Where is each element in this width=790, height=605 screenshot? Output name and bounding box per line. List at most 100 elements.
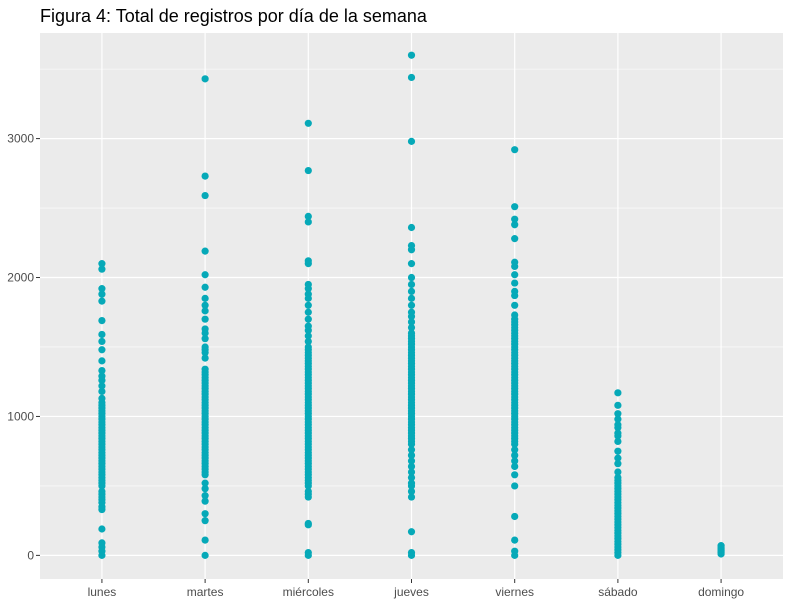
x-tick-label: jueves — [393, 585, 429, 599]
data-point — [201, 517, 209, 525]
data-point — [614, 473, 622, 482]
data-point — [511, 547, 519, 555]
data-point — [201, 485, 209, 493]
data-point — [614, 410, 622, 418]
data-point — [511, 446, 519, 454]
data-point — [98, 265, 106, 273]
data-point — [511, 462, 519, 471]
x-tick-label: martes — [187, 585, 224, 599]
data-point — [98, 525, 106, 533]
data-point — [407, 301, 416, 309]
data-point — [201, 271, 209, 279]
data-point — [614, 401, 622, 409]
data-point — [511, 512, 519, 521]
data-point — [407, 294, 416, 302]
data-point — [304, 212, 312, 220]
data-point — [201, 335, 209, 343]
data-point — [407, 446, 416, 454]
data-point — [511, 221, 519, 229]
data-point — [511, 301, 519, 309]
data-point — [98, 297, 106, 305]
data-point — [407, 287, 416, 296]
data-point — [614, 429, 622, 437]
data-point — [407, 273, 416, 282]
data-point — [304, 257, 312, 265]
data-point — [407, 241, 416, 250]
data-point — [614, 468, 622, 476]
x-tick-label: domingo — [698, 585, 744, 599]
data-point — [304, 308, 312, 316]
data-point — [407, 329, 416, 337]
data-point — [201, 343, 209, 351]
data-point — [201, 479, 209, 487]
data-point — [201, 301, 209, 309]
data-point — [407, 451, 416, 459]
data-point — [304, 332, 312, 340]
data-point — [201, 307, 209, 315]
data-point — [98, 346, 106, 354]
data-point — [407, 280, 416, 289]
data-point — [407, 549, 416, 557]
data-point — [407, 528, 416, 536]
data-point — [201, 354, 209, 362]
data-point — [304, 119, 312, 127]
data-point — [407, 473, 416, 482]
data-point — [407, 260, 416, 268]
data-point — [304, 315, 312, 323]
points-layer — [98, 51, 725, 559]
data-point — [304, 487, 312, 496]
data-point — [511, 215, 519, 223]
data-point — [511, 235, 519, 243]
data-point — [511, 146, 519, 154]
data-point — [98, 382, 106, 390]
data-point — [407, 223, 416, 232]
data-point — [304, 280, 312, 289]
data-point — [98, 367, 106, 375]
data-point — [98, 337, 106, 346]
data-point — [407, 457, 416, 465]
data-point — [511, 287, 519, 296]
y-tick-label: 1000 — [7, 409, 34, 423]
data-point — [304, 166, 312, 175]
data-point — [511, 271, 519, 279]
data-point — [304, 519, 312, 528]
data-point — [407, 73, 416, 82]
data-point — [407, 487, 416, 496]
data-point — [304, 290, 312, 298]
data-point — [304, 549, 312, 557]
data-point — [614, 421, 622, 429]
data-point — [511, 536, 519, 544]
data-point — [98, 394, 106, 402]
data-point — [511, 279, 519, 287]
data-point — [98, 387, 106, 396]
data-point — [511, 203, 519, 211]
data-point — [304, 343, 312, 351]
data-point — [304, 301, 312, 309]
data-point — [98, 260, 106, 268]
data-point — [407, 308, 416, 316]
data-point — [98, 357, 106, 365]
data-point — [98, 285, 106, 293]
data-point — [201, 551, 209, 559]
data-point — [511, 311, 519, 319]
data-point — [511, 482, 519, 490]
data-point — [304, 322, 312, 330]
data-point — [614, 460, 622, 468]
data-point — [98, 330, 106, 339]
data-point — [201, 172, 209, 180]
data-point — [201, 191, 209, 200]
data-point — [717, 542, 725, 550]
data-point — [511, 457, 519, 465]
data-point — [407, 462, 416, 471]
data-point — [201, 283, 209, 291]
data-point — [407, 468, 416, 476]
y-tick-label: 0 — [27, 548, 34, 562]
data-point — [511, 258, 519, 266]
x-tick-label: miércoles — [283, 585, 334, 599]
x-tick-label: lunes — [88, 585, 117, 599]
data-point — [201, 510, 209, 518]
data-point — [304, 337, 312, 346]
data-point — [201, 315, 209, 323]
data-point — [614, 447, 622, 455]
